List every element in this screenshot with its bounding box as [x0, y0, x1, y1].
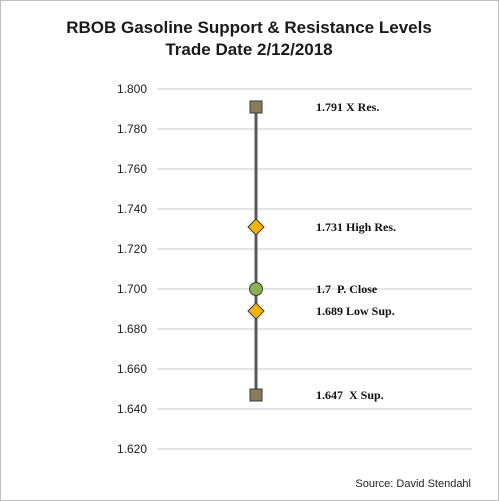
y-tick-label: 1.740: [117, 202, 147, 216]
chart-subtitle: Trade Date 2/12/2018: [165, 40, 332, 59]
square-marker: [249, 388, 263, 402]
data-label: 1.647 X Sup.: [316, 388, 384, 402]
y-tick-label: 1.800: [117, 82, 147, 96]
data-label: 1.7 P. Close: [316, 282, 378, 296]
y-tick-label: 1.720: [117, 242, 147, 256]
y-tick-label: 1.760: [117, 162, 147, 176]
chart-title: RBOB Gasoline Support & Resistance Level…: [66, 18, 432, 37]
gridlines: [157, 88, 472, 450]
circle-marker: [249, 282, 263, 296]
y-tick-label: 1.700: [117, 282, 147, 296]
y-tick-label: 1.780: [117, 122, 147, 136]
diamond-marker: [247, 302, 265, 320]
y-tick-label: 1.660: [117, 362, 147, 376]
data-label: 1.689 Low Sup.: [316, 304, 395, 318]
source-note: Source: David Stendahl: [355, 478, 471, 490]
data-label: 1.791 X Res.: [316, 100, 379, 114]
levels-series: 1.791 X Res. 1.731 High Res. 1.7 P. Close 1…: [247, 100, 396, 402]
y-tick-label: 1.640: [117, 402, 147, 416]
y-tick-label: 1.680: [117, 322, 147, 336]
data-label: 1.731 High Res.: [316, 220, 396, 234]
y-tick-label: 1.620: [117, 442, 147, 456]
square-marker: [249, 100, 263, 114]
y-axis-tick-labels: 1.620 1.640 1.660 1.680 1.700 1.720 1.740 1.760…: [117, 82, 147, 456]
diamond-marker: [247, 218, 265, 236]
